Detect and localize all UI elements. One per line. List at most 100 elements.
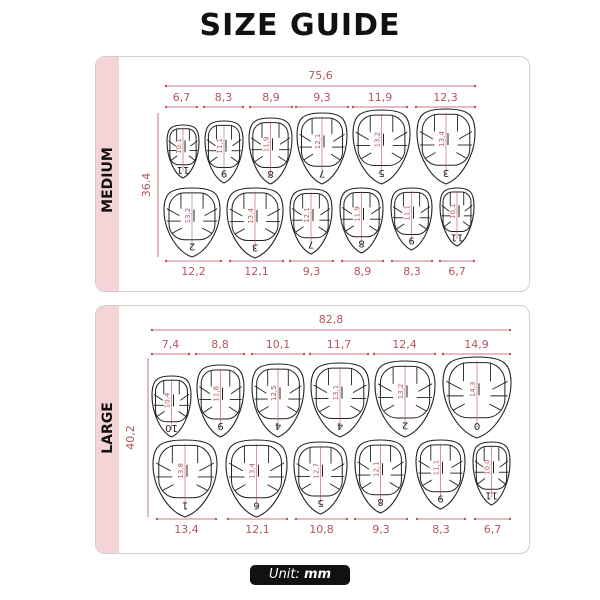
nail-size-number: 4 bbox=[337, 420, 343, 431]
nail-size-number: 2 bbox=[189, 241, 195, 252]
nail-length-label: 13,8 bbox=[177, 463, 185, 479]
width-line-end bbox=[250, 352, 254, 356]
nail-guide-line bbox=[449, 479, 459, 486]
nail-guide-line bbox=[332, 463, 345, 472]
nail-guide-line bbox=[391, 461, 404, 470]
nail-guide-line bbox=[392, 206, 403, 214]
nail-guide-line bbox=[270, 462, 285, 472]
nail-guide-line bbox=[199, 386, 211, 395]
width-line-end bbox=[187, 352, 191, 356]
medium-total-width: 75,6 bbox=[308, 69, 333, 82]
medium-section-label: MEDIUM bbox=[100, 147, 116, 213]
nail-guide-line bbox=[210, 156, 218, 163]
nail-guide-line bbox=[357, 461, 370, 470]
nail-size-number: 11 bbox=[451, 231, 464, 242]
width-line-end bbox=[346, 105, 350, 109]
nail-guide-line bbox=[383, 404, 395, 412]
nail-guide-line bbox=[201, 227, 213, 234]
nail-guide-line bbox=[206, 139, 216, 147]
width-line-end bbox=[472, 259, 476, 263]
width-line-end bbox=[228, 259, 232, 263]
nail-guide-line bbox=[330, 153, 341, 161]
width-line-end bbox=[508, 352, 512, 356]
width-line-end bbox=[345, 517, 349, 521]
width-line-end bbox=[302, 352, 306, 356]
nail-guide-line bbox=[296, 463, 309, 472]
nail-size-number: 9 bbox=[408, 235, 414, 246]
width-line-end bbox=[285, 517, 289, 521]
nail-guide-line bbox=[341, 207, 353, 215]
nail-size-number: 9 bbox=[221, 168, 227, 179]
nail-guide-line bbox=[452, 403, 465, 411]
width-line-end bbox=[433, 352, 437, 356]
nail-guide-line bbox=[229, 208, 243, 217]
nail-length-label: 12,1 bbox=[303, 207, 311, 223]
nail-guide-line bbox=[418, 383, 433, 392]
nail-width-label: 8,3 bbox=[432, 523, 450, 536]
nail-guide-line bbox=[161, 484, 174, 492]
nail-width-label: 10,8 bbox=[309, 523, 334, 536]
nail-guide-line bbox=[168, 140, 177, 147]
nail-guide-line bbox=[303, 153, 314, 161]
nail-length-label: 13,4 bbox=[247, 208, 255, 224]
nail-length-label: 10,1 bbox=[175, 138, 183, 154]
nail-size-number: 1 bbox=[182, 499, 188, 510]
nail-width-label: 14,9 bbox=[464, 338, 489, 351]
nail-length-label: 12,1 bbox=[314, 134, 322, 150]
width-line-end bbox=[473, 517, 477, 521]
medium-total-height: 36.4 bbox=[140, 173, 153, 198]
nail-guide-line bbox=[422, 479, 432, 486]
nail-guide-line bbox=[329, 483, 340, 490]
width-line-end bbox=[294, 105, 298, 109]
nail-guide-line bbox=[228, 406, 238, 413]
nail-width-label: 12,3 bbox=[433, 91, 458, 104]
nail-guide-line bbox=[203, 406, 213, 413]
large-total-width-line-end bbox=[150, 328, 154, 332]
nail-guide-line bbox=[267, 208, 281, 217]
large-section-label: LARGE bbox=[100, 402, 116, 454]
nail-size-number: 7 bbox=[308, 238, 314, 249]
nail-guide-line bbox=[318, 226, 327, 233]
nail-guide-line bbox=[361, 481, 372, 489]
nail-size-number: 5 bbox=[378, 167, 384, 178]
nail-guide-line bbox=[391, 152, 403, 160]
width-line-end bbox=[415, 517, 419, 521]
nail-size-number: 0 bbox=[474, 420, 480, 431]
nail-length-label: 11,9 bbox=[263, 137, 271, 153]
large-band bbox=[96, 306, 119, 553]
unit-label: Unit: bbox=[268, 567, 300, 582]
width-line-end bbox=[438, 259, 442, 263]
nail-guide-line bbox=[234, 484, 246, 492]
large-total-width-line-end bbox=[508, 328, 512, 332]
page-title: SIZE GUIDE bbox=[199, 8, 401, 43]
nail-width-label: 8,3 bbox=[403, 265, 421, 278]
nail-width-label: 12,1 bbox=[244, 265, 269, 278]
nail-size-number: 7 bbox=[319, 167, 325, 178]
nail-length-label: 12,5 bbox=[270, 385, 278, 401]
nail-guide-line bbox=[155, 462, 171, 472]
width-line-end bbox=[242, 352, 246, 356]
nail-size-number: 5 bbox=[317, 497, 323, 508]
nail-guide-line bbox=[424, 152, 436, 159]
nail-guide-line bbox=[377, 383, 392, 392]
width-line-end bbox=[414, 105, 418, 109]
nail-guide-line bbox=[188, 155, 195, 161]
nail-length-label: 11,1 bbox=[404, 205, 412, 221]
width-line-end bbox=[390, 259, 394, 263]
nail-guide-line bbox=[420, 206, 431, 214]
width-line-end bbox=[331, 259, 335, 263]
nail-guide-line bbox=[230, 386, 242, 395]
width-line-end bbox=[226, 517, 230, 521]
width-line-end bbox=[219, 259, 223, 263]
nail-guide-line bbox=[355, 131, 369, 140]
nail-length-label: 13,2 bbox=[184, 208, 192, 224]
width-line-end bbox=[340, 259, 344, 263]
nail-size-number: 4 bbox=[275, 420, 281, 431]
nail-guide-line bbox=[458, 131, 473, 140]
nail-guide-line bbox=[189, 140, 198, 147]
nail-guide-line bbox=[230, 156, 238, 163]
nail-guide-line bbox=[333, 133, 345, 142]
nail-width-label: 8,3 bbox=[215, 91, 233, 104]
nail-guide-line bbox=[250, 137, 262, 145]
